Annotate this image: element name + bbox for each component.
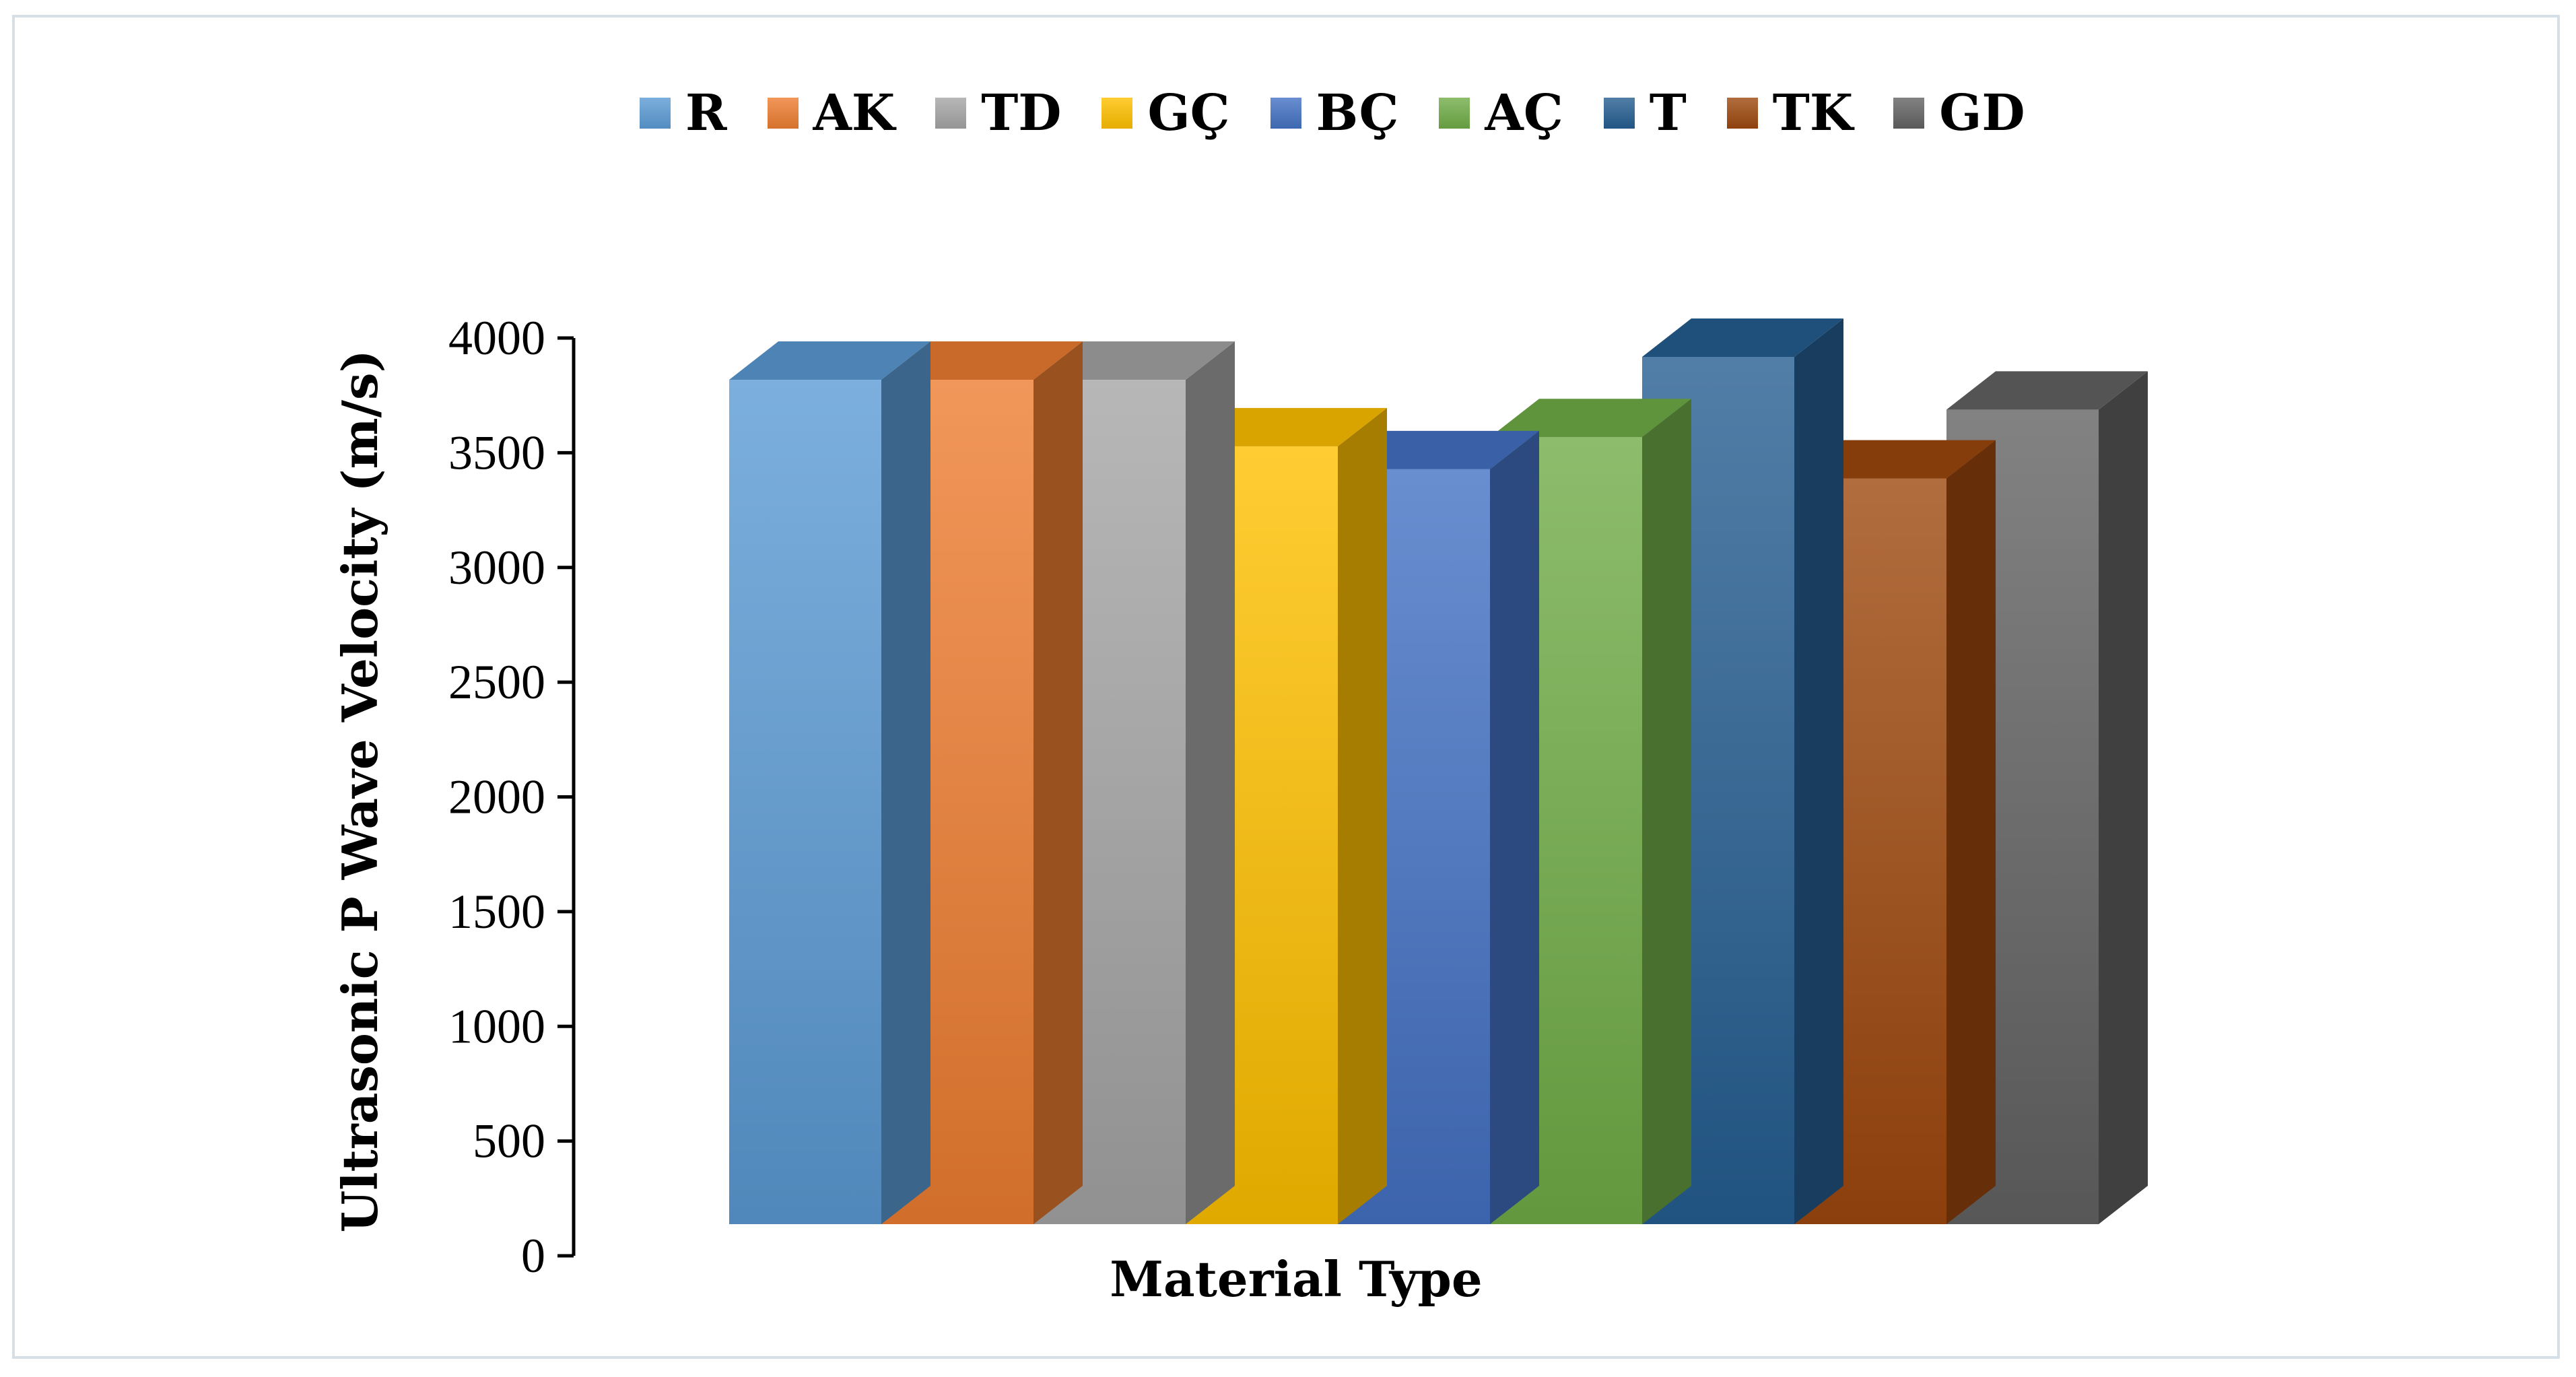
legend-label: AÇ [1485, 84, 1563, 142]
bar-side [1186, 341, 1235, 1224]
bar-top [1490, 399, 1691, 438]
y-tick-label: 4000 [448, 311, 545, 365]
legend-label: GD [1939, 84, 2025, 142]
bar-side [1642, 399, 1691, 1224]
legend-swatch [1439, 98, 1470, 129]
y-tick-label: 1500 [448, 885, 545, 939]
y-tick-label: 1000 [448, 999, 545, 1053]
legend-item-1: AK [767, 84, 895, 142]
legend-swatch [1893, 98, 1925, 129]
bar-side [881, 341, 930, 1224]
bar-top [1794, 440, 1996, 479]
legend-swatch [767, 98, 799, 129]
y-tick-label: 0 [521, 1229, 545, 1283]
bar-side [2099, 371, 2148, 1224]
legend-item-8: GD [1893, 84, 2025, 142]
legend-swatch [1270, 98, 1301, 129]
legend-label: BÇ [1316, 84, 1399, 142]
bar-side [1033, 341, 1083, 1224]
y-tick-label: 3000 [448, 541, 545, 595]
bar-0 [729, 341, 930, 1224]
x-axis-title: Material Type [1110, 1250, 1482, 1308]
legend-swatch [935, 98, 967, 129]
legend-item-3: GÇ [1101, 84, 1230, 142]
legend-item-6: T [1603, 84, 1687, 142]
legend-item-4: BÇ [1270, 84, 1399, 142]
bar-top [1033, 341, 1235, 380]
bar-side [1946, 440, 1996, 1224]
legend-label: GÇ [1147, 84, 1230, 142]
legend-label: AK [813, 84, 895, 142]
y-tick-label: 500 [473, 1114, 545, 1168]
y-axis-title: Ultrasonic P Wave Velocity (m/s) [331, 349, 388, 1232]
legend-label: TK [1772, 84, 1854, 142]
legend-item-7: TK [1726, 84, 1854, 142]
y-tick-label: 3500 [448, 426, 545, 479]
bar-top [729, 341, 930, 380]
legend-swatch [1101, 98, 1133, 129]
legend-swatch [640, 98, 671, 129]
legend-label: TD [981, 84, 1062, 142]
bar-top [1642, 318, 1843, 357]
legend-label: R [685, 84, 727, 142]
legend-item-0: R [640, 84, 727, 142]
legend-label: T [1649, 84, 1687, 142]
bar-side [1338, 407, 1387, 1225]
legend-item-2: TD [935, 84, 1061, 142]
bar-top [1338, 430, 1539, 469]
bar-top [1946, 371, 2148, 410]
bar-side [1490, 430, 1539, 1224]
legend-item-5: AÇ [1439, 84, 1563, 142]
legend-swatch [1603, 98, 1635, 129]
bar-side [1794, 318, 1843, 1225]
bar-top [881, 341, 1083, 380]
chart-legend: R AK TD GÇ BÇ AÇ T TK GD [640, 73, 2066, 154]
legend-swatch [1726, 98, 1758, 129]
bar-top [1186, 407, 1387, 446]
y-tick-label: 2500 [448, 655, 545, 709]
bar-front [729, 380, 881, 1224]
y-tick-label: 2000 [448, 770, 545, 824]
